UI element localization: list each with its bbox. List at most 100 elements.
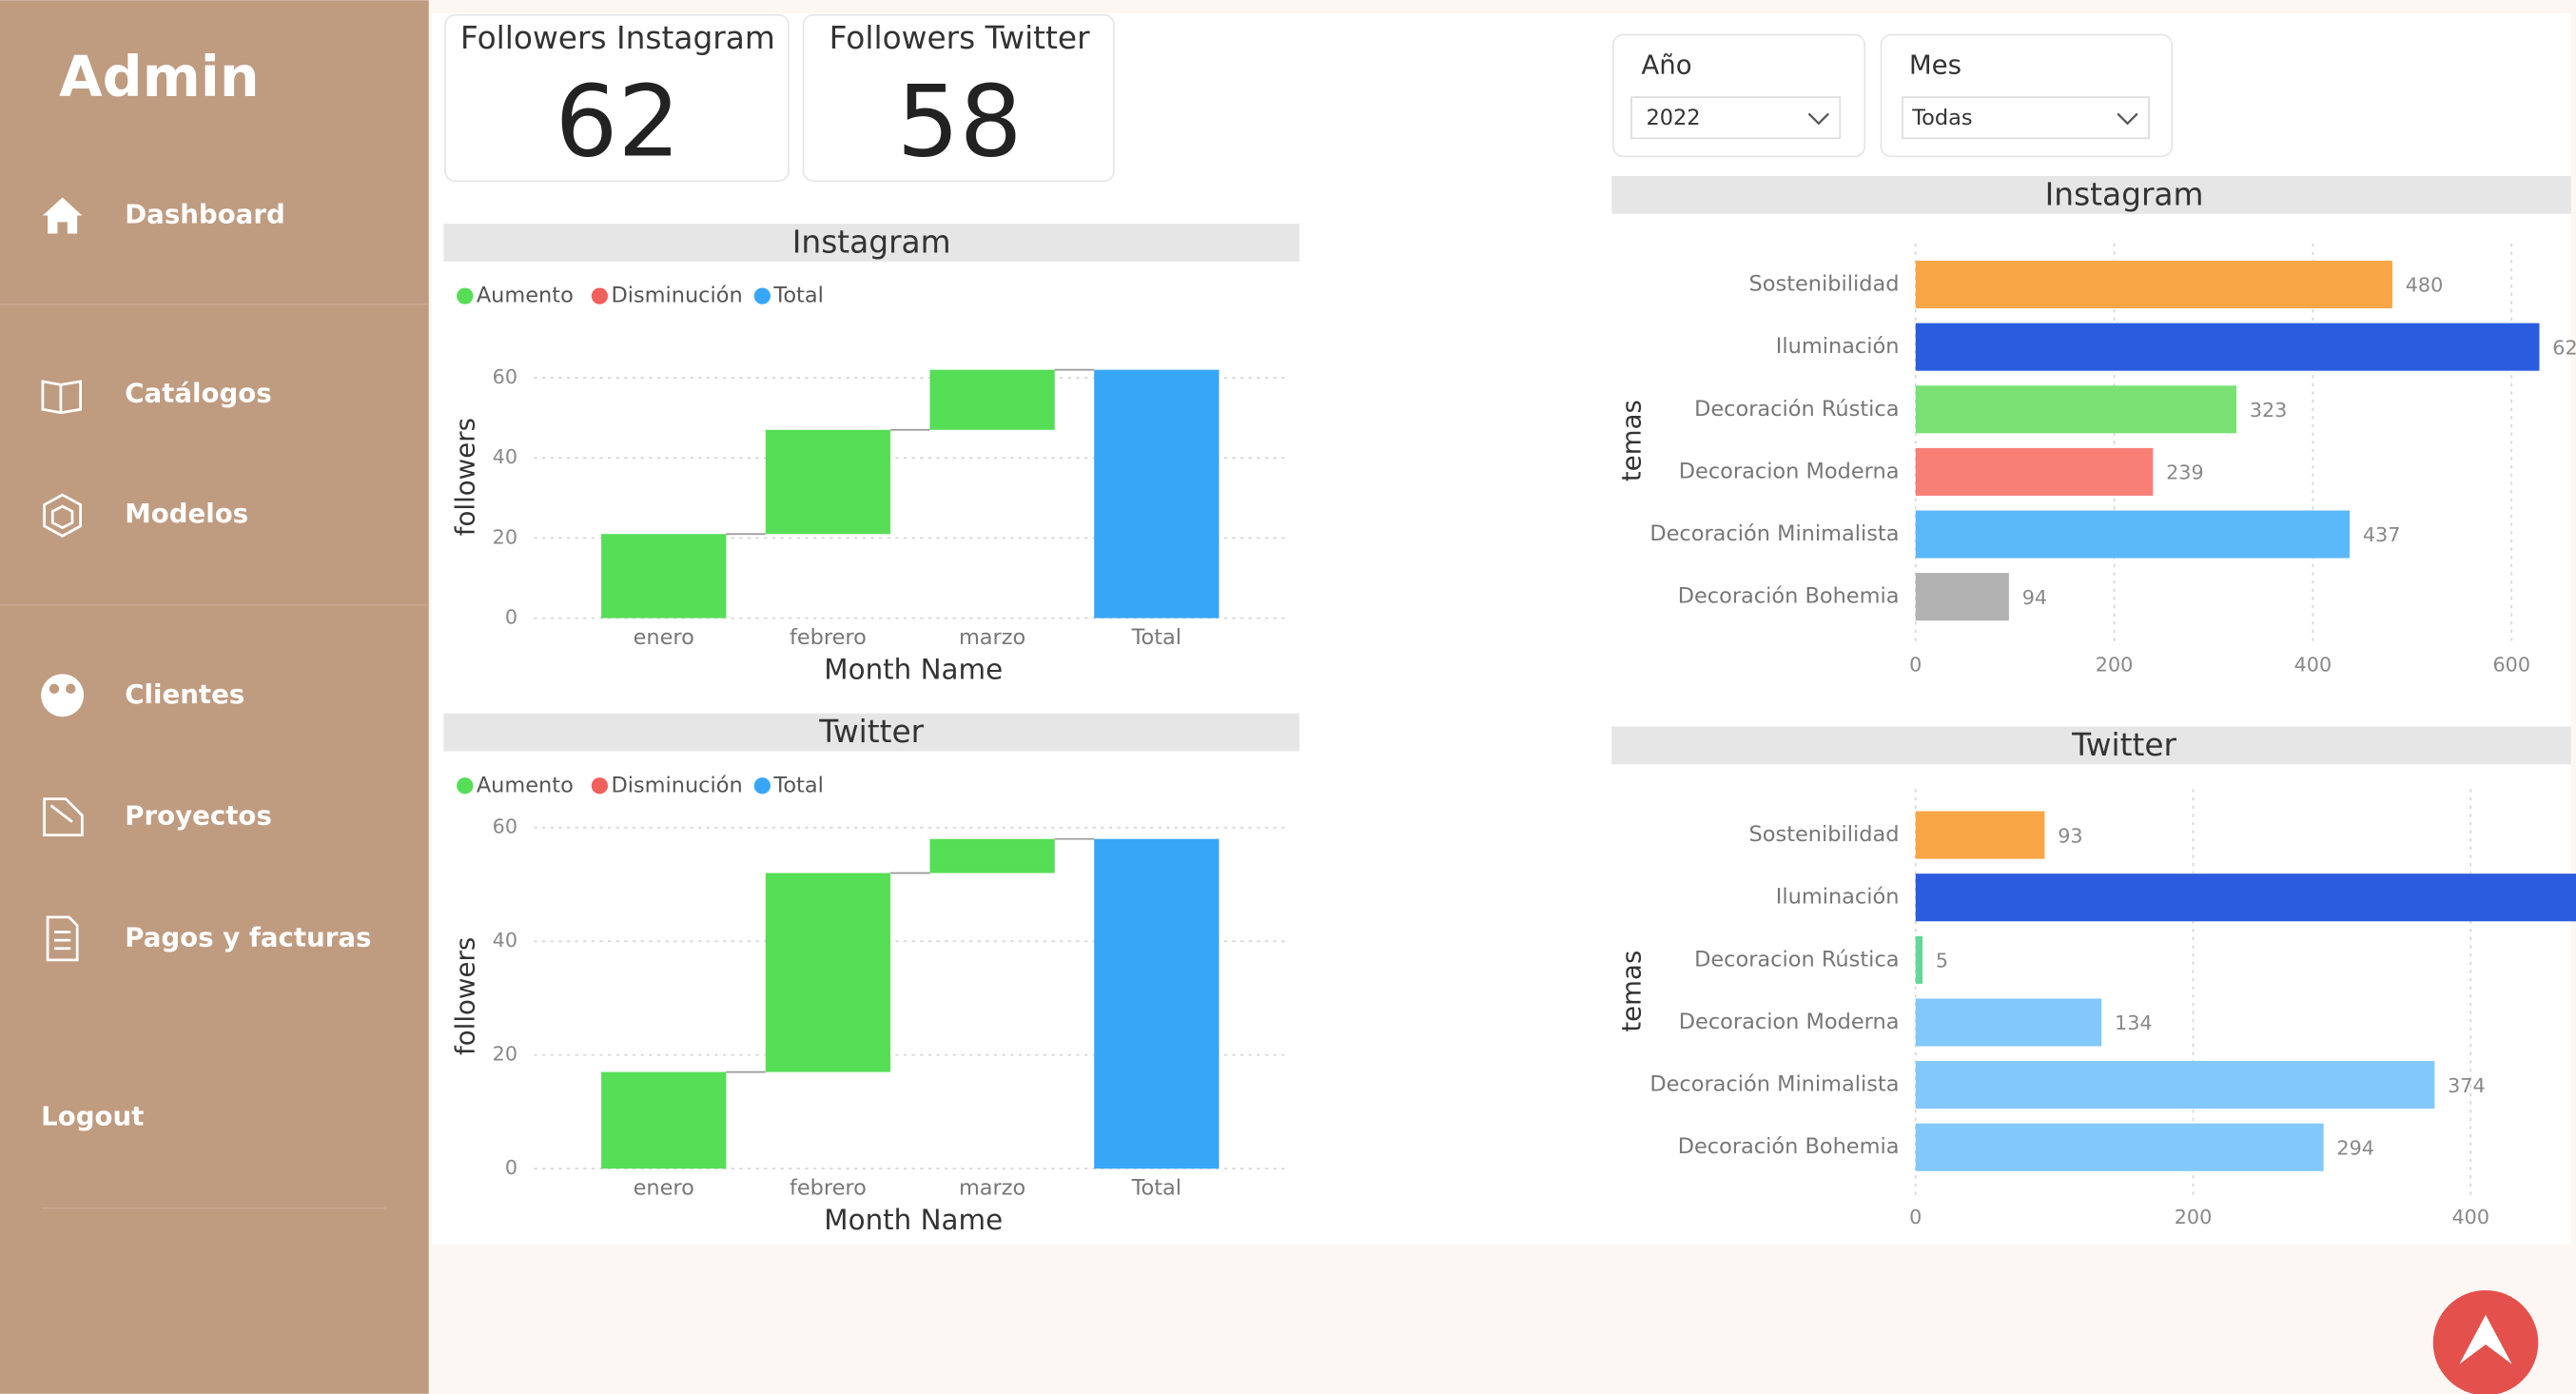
x-tick-label: marzo xyxy=(959,625,1025,650)
filter-label: Año xyxy=(1641,49,1691,80)
y-tick-label: 20 xyxy=(493,1043,517,1066)
bar xyxy=(1915,811,2045,859)
icon xyxy=(43,493,83,538)
kpi-card xyxy=(444,13,790,183)
data-label: 374 xyxy=(2448,1074,2486,1097)
x-tick-label: 0 xyxy=(1909,1206,1922,1228)
legend-marker xyxy=(457,287,474,304)
nav-dashboard[interactable]: Dashboard xyxy=(42,197,285,234)
nav-modelos[interactable]: Modelos xyxy=(43,493,249,538)
legend-marker xyxy=(591,287,609,304)
x-tick-label: 400 xyxy=(2451,1206,2489,1228)
y-tick-label: Decoración Bohemia xyxy=(1678,1134,1900,1159)
y-tick-label: 60 xyxy=(493,815,517,838)
dropdown-box xyxy=(1630,96,1842,140)
data-label: 239 xyxy=(2166,461,2204,484)
y-axis-title: followers xyxy=(449,418,480,536)
waterfall-bar xyxy=(929,369,1055,430)
nav-catalogos[interactable]: Catálogos xyxy=(41,378,272,415)
title-band xyxy=(1611,726,2571,765)
legend-label: Aumento xyxy=(477,284,574,308)
nav-label: Modelos xyxy=(125,498,248,529)
y-tick-label: Sostenibilidad xyxy=(1749,822,1900,847)
kpi-label: Followers Instagram xyxy=(460,20,775,56)
x-tick-label: enero xyxy=(634,625,694,650)
chart-title: Instagram xyxy=(792,224,951,260)
x-tick-label: 200 xyxy=(2096,654,2134,677)
x-tick-label: enero xyxy=(634,1175,694,1200)
waterfall-bar xyxy=(929,838,1055,874)
icon xyxy=(49,683,60,695)
nav-label: Pagos y facturas xyxy=(125,921,371,952)
bar xyxy=(1915,510,2351,559)
y-axis-title: followers xyxy=(449,937,480,1055)
legend-label: Disminución xyxy=(611,284,742,308)
logo-button[interactable] xyxy=(2432,1289,2539,1394)
x-tick-label: Total xyxy=(1131,1175,1181,1200)
y-tick-label: 40 xyxy=(493,445,517,468)
nav-label: Dashboard xyxy=(125,198,284,229)
x-tick-label: marzo xyxy=(959,1175,1025,1200)
legend-marker xyxy=(753,287,771,304)
y-tick-label: Decoracion Moderna xyxy=(1679,459,1900,483)
bar xyxy=(1915,1123,2324,1171)
y-tick-label: Decoracion Rústica xyxy=(1694,947,1899,972)
bar xyxy=(1915,323,2540,371)
y-tick-label: Decoración Bohemia xyxy=(1678,584,1900,609)
nav-label: Proyectos xyxy=(125,800,272,832)
data-label: 93 xyxy=(2058,824,2082,847)
title-band xyxy=(1611,176,2571,214)
dropdown[interactable]: 2022 xyxy=(1630,96,1842,140)
logo-mark xyxy=(2459,1314,2512,1365)
bar xyxy=(1915,447,2154,496)
icon xyxy=(46,915,79,962)
dropdown-value: Todas xyxy=(1911,106,1972,130)
data-label: 323 xyxy=(2250,399,2288,422)
x-tick-label: febrero xyxy=(790,1175,867,1200)
bar xyxy=(1915,998,2102,1047)
icon xyxy=(41,674,85,717)
bar xyxy=(1915,1061,2435,1109)
x-tick-label: febrero xyxy=(790,625,867,650)
chart-title: Twitter xyxy=(818,714,924,750)
y-tick-label: 40 xyxy=(493,929,517,952)
data-label: 294 xyxy=(2336,1136,2374,1159)
x-tick-label: 0 xyxy=(1909,654,1922,677)
y-tick-label: Iluminación xyxy=(1776,334,1900,359)
nav-clientes[interactable]: Clientes xyxy=(41,674,244,717)
icon xyxy=(43,797,84,836)
bar xyxy=(1915,260,2392,309)
y-axis-title: temas xyxy=(1616,400,1648,481)
dropdown-value: 2022 xyxy=(1646,106,1700,130)
app-title: Admin xyxy=(59,45,260,109)
legend-label: Disminución xyxy=(611,773,742,797)
nav-pagos[interactable]: Pagos y facturas xyxy=(46,915,371,962)
nav-label: Catálogos xyxy=(125,378,271,409)
logout[interactable]: Logout xyxy=(41,1101,144,1132)
bar xyxy=(1915,935,1923,984)
nav-proyectos[interactable]: Proyectos xyxy=(43,797,272,836)
x-tick-label: 600 xyxy=(2492,654,2530,677)
data-label: 134 xyxy=(2115,1011,2153,1034)
legend-label: Total xyxy=(772,773,823,797)
dropdown[interactable]: Todas xyxy=(1902,96,2150,140)
data-label: 480 xyxy=(2406,274,2444,297)
y-tick-label: Sostenibilidad xyxy=(1749,272,1900,297)
waterfall-bar xyxy=(601,1071,727,1169)
icon xyxy=(66,683,76,695)
y-tick-label: 20 xyxy=(493,525,517,548)
total-bar xyxy=(1094,369,1220,618)
data-label: 437 xyxy=(2363,523,2401,546)
waterfall-bar xyxy=(765,429,891,535)
y-tick-label: Decoración Rústica xyxy=(1694,397,1899,422)
chart-title: Instagram xyxy=(2045,176,2204,212)
legend-marker xyxy=(457,777,474,795)
title-band xyxy=(443,713,1300,752)
legend-marker xyxy=(753,777,771,795)
kpi-value: 62 xyxy=(555,65,680,179)
waterfall-bar xyxy=(765,873,891,1072)
dropdown-box xyxy=(1902,96,2150,140)
x-tick-label: 400 xyxy=(2294,654,2332,677)
kpi-value: 58 xyxy=(897,65,1023,179)
